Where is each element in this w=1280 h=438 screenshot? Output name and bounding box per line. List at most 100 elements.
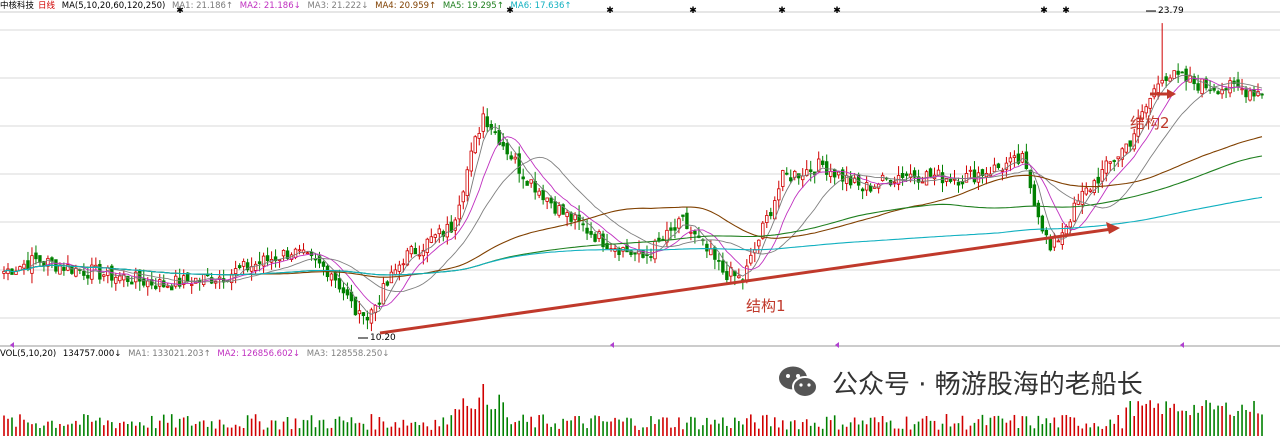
candle-body [86, 274, 90, 279]
candle-body [34, 252, 38, 260]
candle-body [1176, 70, 1180, 75]
ma250-line [3, 196, 1263, 276]
candle-body [457, 204, 461, 220]
candle-body [6, 268, 10, 275]
event-marker: ✱ [606, 6, 614, 16]
candle-body [465, 169, 469, 197]
candle-body [285, 250, 290, 259]
candle-body [1260, 93, 1264, 96]
ma-params: MA(5,10,20,60,120,250) [61, 1, 166, 11]
ma2-value: MA2: 21.186↓ [239, 1, 301, 11]
vol-ma2: MA2: 126856.602↓ [217, 349, 301, 359]
candle-body [513, 156, 517, 160]
candle-body [241, 261, 246, 267]
candle-body [904, 173, 909, 176]
candle-body [365, 316, 370, 321]
candle-body [38, 255, 42, 263]
candle-body [329, 273, 334, 281]
candle-body [1180, 71, 1184, 74]
markers: ✱ ✱ ✱ ✱ ✱ ✱ ✱ ✱ [10, 6, 1184, 348]
candle-body [1112, 160, 1116, 162]
candle-body [1044, 230, 1049, 236]
candle-body [413, 247, 418, 255]
grid [0, 11, 1280, 347]
trend-arrow-head [1106, 222, 1120, 234]
candle-body [445, 223, 449, 238]
candle-body [1256, 91, 1260, 97]
candle-body [673, 227, 677, 231]
wechat-icon [779, 366, 818, 398]
candle-body [920, 181, 925, 184]
candle-body [273, 256, 278, 262]
candle-body [417, 254, 422, 257]
candle-body [860, 188, 865, 192]
volume-header: VOL(5,10,20) 134757.000↓ MA1: 133021.203… [0, 348, 393, 360]
event-marker: ✱ [1040, 6, 1048, 16]
candle-body [401, 263, 406, 266]
candle-body [801, 175, 805, 181]
candle-body [353, 296, 358, 316]
candle-body [381, 283, 386, 305]
candle-body [1244, 89, 1248, 98]
candle-body [525, 180, 529, 186]
event-marker: ✱ [689, 6, 697, 16]
candle-body [605, 243, 609, 250]
candle-body [765, 215, 769, 223]
candle-body [1192, 76, 1196, 85]
candle-body [118, 275, 122, 282]
candle-body [649, 256, 653, 258]
high-price-label: 23.79 [1158, 6, 1184, 16]
candle-body [182, 275, 186, 285]
candle-body [789, 177, 793, 182]
candle-body [2, 271, 6, 274]
candle-body [517, 153, 521, 174]
candle-body [1004, 162, 1009, 170]
candle-body [972, 169, 977, 183]
candle-body [253, 263, 258, 271]
candle-body [461, 191, 465, 203]
candle-body [170, 285, 174, 291]
candle-body [1172, 70, 1176, 79]
candle-body [1096, 176, 1100, 184]
candle-body [469, 150, 473, 172]
candle-body [908, 173, 913, 179]
candle-body [944, 178, 949, 182]
candle-body [58, 265, 62, 275]
candle-body [601, 233, 605, 248]
candle-body [130, 281, 134, 285]
candle-body [709, 248, 713, 256]
candle-body [737, 275, 741, 279]
candle-body [1012, 155, 1017, 158]
structure2-label: 结构2 [1130, 114, 1170, 132]
scroll-marker [1180, 342, 1184, 348]
candle-body [545, 197, 549, 202]
candle-body [1016, 153, 1021, 164]
candle-body [341, 287, 346, 294]
candle-body [126, 275, 130, 283]
candle-body [82, 270, 86, 276]
trend-arrow-line [379, 227, 1113, 335]
candle-body [693, 230, 697, 235]
candle-body [142, 278, 146, 286]
candle-body [537, 190, 541, 196]
candle-body [313, 258, 318, 261]
candle-body [1100, 169, 1104, 182]
candle-body [102, 274, 106, 277]
candle-body [1104, 160, 1108, 174]
candle-body [1040, 215, 1045, 232]
event-marker: ✱ [176, 6, 184, 16]
candle-body [781, 170, 785, 187]
candle-body [449, 221, 453, 233]
candle-body [669, 227, 673, 231]
candle-body [821, 160, 825, 165]
candle-body [685, 212, 689, 230]
candle-body [521, 176, 525, 180]
candle-body [529, 179, 533, 184]
candle-body [509, 155, 513, 160]
structure1-label: 结构1 [746, 297, 786, 315]
candle-body [437, 228, 442, 235]
candle-body [916, 176, 921, 183]
candle-body [1240, 88, 1244, 91]
candle-body [477, 133, 481, 139]
